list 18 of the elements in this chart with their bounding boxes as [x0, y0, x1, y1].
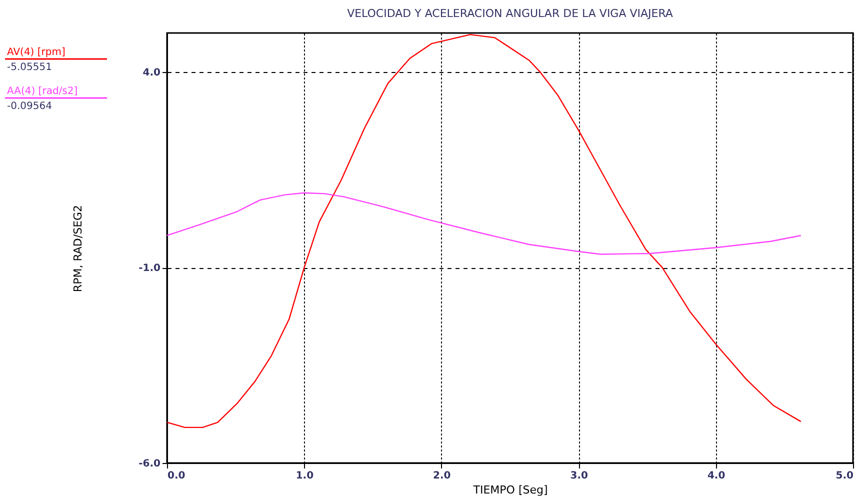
text: -0.09564	[7, 101, 52, 112]
x-tick-label: 5.0	[836, 470, 854, 482]
y-tick-label: -1.0	[138, 263, 161, 274]
x-tick-label: 0.0	[168, 470, 186, 482]
x-tick-label: 2.0	[433, 470, 451, 482]
x-tick-label: 4.0	[707, 470, 726, 482]
y-tick-label: -6.0	[138, 458, 161, 470]
text: AA(4) [rad/s2]	[7, 86, 78, 97]
text: AV(4) [rpm]	[7, 47, 66, 58]
text: -5.05551	[7, 62, 52, 73]
x-axis-title: TIEMPO [Seg]	[472, 484, 548, 496]
y-axis-title: RPM, RAD/SEG2	[72, 204, 85, 292]
x-tick-label: 3.0	[570, 470, 588, 482]
line-series	[166, 34, 802, 428]
chart-title: VELOCIDAD Y ACELERACION ANGULAR DE LA VIGA VIAJERA	[347, 7, 674, 20]
line-series	[166, 192, 802, 255]
x-tick-label: 1.0	[296, 470, 314, 482]
y-tick-label: 4.0	[142, 68, 161, 79]
